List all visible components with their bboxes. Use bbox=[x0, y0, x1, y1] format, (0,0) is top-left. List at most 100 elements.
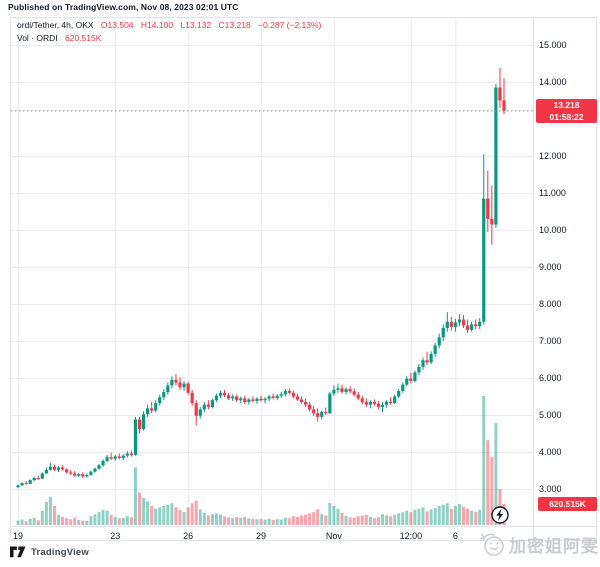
volume-bar bbox=[425, 511, 429, 525]
candle-body bbox=[502, 100, 506, 111]
volume-bar bbox=[283, 517, 287, 525]
volume-bar bbox=[385, 515, 389, 525]
ohlc-open: O13.504 bbox=[100, 20, 134, 30]
volume-bar bbox=[397, 513, 401, 525]
tradingview-footer-logo[interactable]: TradingView bbox=[10, 546, 89, 558]
volume-bar bbox=[57, 514, 60, 525]
volume-bar bbox=[202, 512, 206, 525]
time-tick-label: 29 bbox=[256, 531, 266, 541]
price-tick-label: 8.000 bbox=[539, 299, 562, 309]
lightning-bolt-icon bbox=[496, 508, 504, 522]
volume-bar bbox=[449, 508, 453, 525]
candle-body bbox=[20, 483, 24, 486]
ohlc-change: −0.287 (−2.13%) bbox=[258, 20, 322, 30]
candle-body bbox=[198, 409, 202, 416]
volume-bar bbox=[198, 509, 202, 525]
candle-body bbox=[56, 467, 61, 470]
ohlc-low: L13.132 bbox=[180, 20, 212, 30]
candle-body bbox=[425, 360, 429, 363]
candle-body bbox=[368, 402, 372, 405]
watermark-text: 加密姐阿雯 bbox=[509, 536, 599, 556]
volume-bar bbox=[360, 515, 364, 525]
candle-body bbox=[210, 400, 214, 407]
volume-bar bbox=[304, 514, 308, 525]
candle-body bbox=[150, 408, 154, 411]
price-tick-label: 4.000 bbox=[539, 447, 562, 457]
candle-body bbox=[384, 401, 389, 405]
candle-body bbox=[352, 391, 356, 395]
candle-body bbox=[336, 388, 340, 390]
volume-value: 620.515K bbox=[65, 33, 102, 43]
volume-bar bbox=[178, 510, 182, 525]
volume-bar bbox=[494, 423, 498, 525]
volume-bar bbox=[73, 517, 77, 525]
volume-bar bbox=[239, 517, 243, 525]
candle-body bbox=[494, 87, 498, 225]
price-tick-label: 15.000 bbox=[539, 40, 567, 50]
candle-body bbox=[129, 453, 133, 455]
volume-bar bbox=[413, 509, 417, 525]
volume-bar bbox=[490, 457, 494, 525]
volume-bar bbox=[219, 514, 222, 525]
price-tick-label: 12.000 bbox=[539, 151, 567, 161]
volume-bar bbox=[478, 509, 482, 525]
candle-body bbox=[397, 390, 401, 397]
candle-body bbox=[263, 398, 267, 401]
candle-body bbox=[89, 471, 93, 475]
volume-bar bbox=[166, 504, 170, 525]
candle-body bbox=[344, 389, 348, 393]
candle-body bbox=[239, 398, 243, 401]
volume-bar bbox=[445, 503, 449, 525]
price-tick-label: 11.000 bbox=[539, 188, 566, 198]
current-price-badge: 13.218 01:58:22 bbox=[536, 99, 597, 123]
candle-body bbox=[429, 353, 433, 363]
candle-body bbox=[81, 474, 85, 477]
candle-body bbox=[141, 414, 146, 430]
candle-body bbox=[243, 398, 247, 403]
candle-body bbox=[332, 389, 336, 394]
volume-bar bbox=[170, 503, 174, 525]
volume-bar bbox=[381, 514, 384, 525]
candle-body bbox=[405, 378, 409, 385]
volume-bar bbox=[324, 515, 328, 525]
time-tick-label: 6 bbox=[453, 531, 458, 541]
volume-bar bbox=[348, 517, 352, 525]
volume-bar bbox=[340, 513, 344, 525]
volume-bar bbox=[210, 514, 214, 525]
volume-bar bbox=[113, 516, 117, 525]
candle-body bbox=[340, 388, 344, 393]
volume-bar bbox=[174, 507, 178, 525]
candle-body bbox=[417, 366, 421, 373]
volume-bar bbox=[105, 510, 109, 525]
candle-body bbox=[316, 413, 320, 417]
volume-bar bbox=[182, 512, 186, 525]
candle-body bbox=[380, 404, 385, 407]
volume-bar bbox=[376, 517, 380, 525]
volume-bar bbox=[186, 507, 190, 525]
volume-bar bbox=[61, 516, 65, 525]
tradingview-wordmark: TradingView bbox=[31, 546, 89, 558]
candle-body bbox=[85, 474, 89, 477]
candle-body bbox=[271, 396, 275, 398]
volume-bar bbox=[206, 515, 210, 525]
candle-body bbox=[190, 392, 194, 404]
volume-bar bbox=[190, 503, 194, 525]
time-tick-label: 23 bbox=[110, 531, 120, 541]
volume-bar bbox=[287, 518, 291, 525]
chart-legend-row1: ordi/Tether, 4h, OKX O13.504 H14.100 L13… bbox=[17, 20, 321, 30]
candle-body bbox=[303, 402, 308, 405]
candle-body bbox=[486, 198, 490, 219]
price-tick-label: 9.000 bbox=[539, 262, 562, 272]
volume-bar bbox=[429, 509, 433, 525]
ohlc-close: C13.218 bbox=[218, 20, 251, 30]
volume-bar bbox=[77, 519, 81, 525]
volume-bar bbox=[312, 512, 316, 525]
candle-body bbox=[449, 321, 453, 327]
candle-body bbox=[60, 467, 65, 470]
volume-bar bbox=[36, 520, 40, 525]
volume-bar bbox=[271, 519, 275, 525]
volume-bar bbox=[81, 520, 85, 525]
candle-body bbox=[154, 403, 158, 411]
candle-body bbox=[117, 456, 121, 458]
